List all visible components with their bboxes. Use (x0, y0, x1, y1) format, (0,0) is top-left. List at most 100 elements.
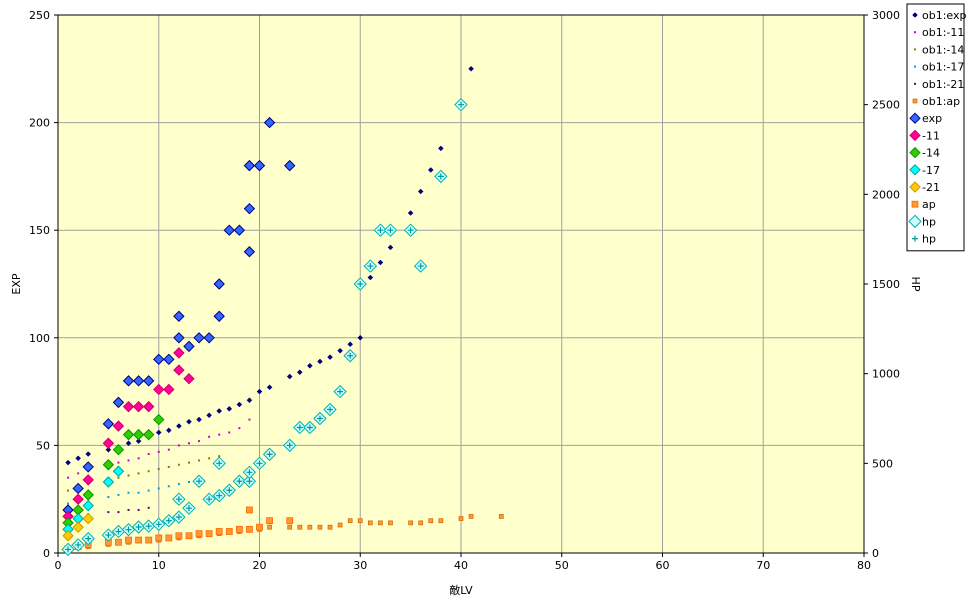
point (316, 415, 323, 422)
point (177, 463, 180, 466)
point (327, 354, 333, 361)
point (82, 499, 94, 512)
point (327, 524, 333, 530)
point (112, 396, 125, 409)
point (155, 534, 163, 542)
legend-marker (912, 98, 918, 104)
point (498, 514, 504, 519)
legend-marker (914, 65, 916, 68)
point (186, 418, 192, 425)
point (85, 535, 92, 542)
point (306, 424, 313, 431)
point (147, 489, 150, 492)
point (147, 453, 150, 456)
x-tick-label: 30 (353, 559, 367, 572)
y-axis-label: EXP (10, 273, 23, 294)
point (387, 244, 394, 251)
point (173, 364, 185, 376)
point (236, 478, 243, 485)
point (367, 274, 374, 281)
point (122, 428, 135, 441)
legend-marker (908, 214, 922, 229)
series-7 (62, 347, 195, 523)
point (75, 455, 82, 462)
point (82, 512, 94, 525)
legend-label: ob1:-14 (922, 43, 964, 56)
point (208, 457, 211, 460)
series-10 (62, 512, 94, 542)
point (256, 460, 263, 467)
point (127, 508, 130, 511)
legend-marker (909, 112, 921, 124)
legend-marker (909, 181, 921, 193)
legend-label: -17 (922, 164, 940, 177)
point (117, 511, 120, 514)
point (177, 444, 180, 447)
point (437, 173, 444, 180)
legend-label: -14 (922, 147, 940, 160)
point (296, 424, 303, 431)
point (243, 246, 256, 258)
point (317, 358, 323, 365)
legend-label: exp (922, 112, 942, 125)
point (75, 541, 82, 548)
point (125, 536, 132, 544)
point (127, 491, 130, 494)
point (62, 530, 74, 542)
point (137, 508, 140, 511)
point (427, 167, 434, 173)
point (157, 487, 160, 490)
point (246, 397, 253, 404)
point (127, 474, 130, 477)
legend-label: ob1:-21 (922, 78, 964, 91)
x-tick-label: 60 (656, 559, 670, 572)
point (167, 465, 170, 468)
point (145, 523, 152, 530)
point (147, 506, 150, 509)
legend-marker (911, 200, 919, 208)
point (173, 332, 185, 344)
point (266, 451, 273, 458)
point (102, 437, 115, 449)
point (263, 116, 276, 129)
legend-marker (909, 164, 921, 176)
point (72, 493, 84, 505)
point (337, 388, 344, 395)
point (77, 472, 80, 475)
point (163, 353, 175, 366)
x-tick-label: 50 (555, 559, 569, 572)
point (458, 101, 464, 108)
point (407, 227, 414, 234)
point (218, 455, 221, 458)
y-tick-label: 250 (29, 9, 50, 22)
point (127, 459, 130, 462)
point (102, 476, 115, 488)
point (85, 451, 92, 457)
point (235, 525, 243, 533)
point (65, 546, 72, 553)
point (72, 521, 84, 533)
point (72, 482, 84, 495)
point (246, 469, 253, 476)
point (132, 400, 145, 413)
point (165, 534, 173, 542)
point (218, 433, 221, 436)
point (175, 496, 182, 503)
point (307, 524, 313, 530)
point (225, 528, 233, 535)
point (238, 427, 241, 430)
point (286, 373, 293, 380)
y-tick-label: 200 (29, 117, 50, 130)
point (417, 263, 424, 270)
point (407, 210, 414, 216)
point (267, 524, 272, 530)
point (135, 523, 142, 530)
point (67, 476, 70, 479)
point (167, 448, 170, 451)
point (388, 520, 393, 526)
point (205, 530, 213, 538)
y-tick-label: 150 (29, 224, 50, 237)
point (236, 401, 243, 408)
legend-label: ob1:-17 (922, 61, 964, 74)
